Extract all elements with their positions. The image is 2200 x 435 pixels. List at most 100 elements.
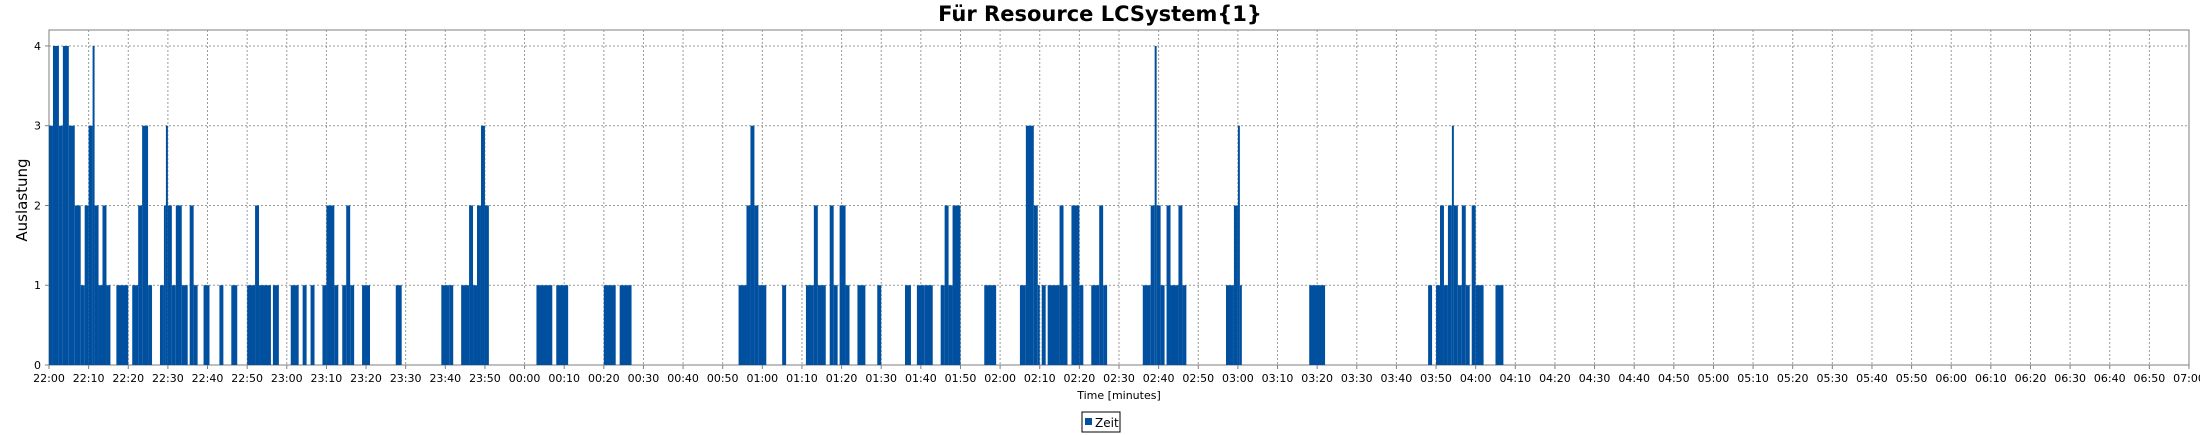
bar — [106, 285, 111, 365]
x-tick-label: 22:30 — [152, 372, 184, 385]
bar — [984, 285, 997, 365]
bar — [603, 285, 616, 365]
bar — [247, 285, 256, 365]
x-tick-label: 02:50 — [1182, 372, 1214, 385]
legend-label: Zeit — [1095, 416, 1119, 430]
bar — [750, 125, 755, 365]
bar — [138, 205, 143, 365]
bar — [346, 205, 351, 365]
bar — [132, 285, 139, 365]
bar — [1103, 285, 1108, 365]
bar — [1471, 205, 1476, 365]
bar — [1239, 285, 1242, 365]
x-tick-label: 03:30 — [1341, 372, 1373, 385]
x-tick-label: 03:40 — [1381, 372, 1413, 385]
bar — [1160, 285, 1165, 365]
bar — [259, 285, 271, 365]
x-tick-label: 01:00 — [746, 372, 778, 385]
bar — [231, 285, 238, 365]
bar — [944, 205, 949, 365]
bar — [782, 285, 787, 365]
bar — [1025, 125, 1034, 365]
x-tick-label: 22:10 — [73, 372, 105, 385]
bar — [1465, 285, 1470, 365]
x-tick-label: 04:10 — [1499, 372, 1531, 385]
x-tick-label: 04:30 — [1579, 372, 1611, 385]
bar — [203, 285, 210, 365]
bar — [92, 45, 95, 365]
x-tick-label: 01:50 — [945, 372, 977, 385]
bar — [148, 285, 153, 365]
legend-swatch — [1085, 418, 1092, 425]
x-tick-label: 23:00 — [271, 372, 303, 385]
bar — [1436, 285, 1440, 365]
bar — [142, 125, 149, 365]
bar — [302, 285, 307, 365]
x-tick-label: 22:00 — [33, 372, 65, 385]
bar — [1041, 285, 1046, 365]
bar — [52, 45, 59, 365]
y-tick-label: 4 — [34, 40, 41, 53]
x-tick-label: 23:10 — [311, 372, 343, 385]
x-tick-label: 05:10 — [1737, 372, 1769, 385]
bar — [102, 205, 107, 365]
bar — [342, 285, 347, 365]
bar — [1233, 205, 1238, 365]
x-tick-label: 06:20 — [2015, 372, 2047, 385]
bar — [1309, 285, 1326, 365]
bars — [49, 45, 1504, 365]
bar — [1033, 205, 1038, 365]
x-tick-label: 01:40 — [905, 372, 937, 385]
bar — [171, 285, 176, 365]
bar — [948, 285, 953, 365]
bar — [1047, 285, 1060, 365]
x-tick-label: 04:50 — [1658, 372, 1690, 385]
bar — [165, 125, 168, 365]
x-tick-label: 23:20 — [350, 372, 382, 385]
bar — [1461, 205, 1466, 365]
bar — [68, 125, 75, 365]
bar — [1154, 45, 1157, 365]
x-tick-label: 05:40 — [1856, 372, 1888, 385]
bar — [817, 285, 826, 365]
bar — [1475, 285, 1484, 365]
bar — [1037, 285, 1040, 365]
bar — [845, 285, 850, 365]
bar — [857, 285, 866, 365]
bar — [1237, 125, 1240, 365]
y-tick-label: 1 — [34, 279, 41, 292]
bar — [350, 285, 355, 365]
x-tick-label: 06:00 — [1935, 372, 1967, 385]
bar — [163, 205, 166, 365]
x-tick-label: 04:20 — [1539, 372, 1571, 385]
x-tick-label: 06:10 — [1975, 372, 2007, 385]
bar — [839, 205, 846, 365]
bar — [556, 285, 569, 365]
x-tick-label: 05:50 — [1896, 372, 1928, 385]
bar — [484, 205, 489, 365]
x-tick-label: 22:50 — [231, 372, 263, 385]
x-tick-label: 06:50 — [2134, 372, 2166, 385]
bar — [1156, 205, 1161, 365]
bar — [619, 285, 632, 365]
x-tick-label: 02:00 — [984, 372, 1016, 385]
bar — [362, 285, 370, 365]
bar — [746, 205, 751, 365]
bar — [84, 205, 89, 365]
bar — [193, 285, 198, 365]
y-tick-label: 2 — [34, 199, 41, 212]
x-tick-label: 06:40 — [2094, 372, 2126, 385]
bar — [395, 285, 402, 365]
bar — [334, 285, 339, 365]
legend: Zeit — [1081, 411, 1121, 433]
bar — [1099, 205, 1104, 365]
bar — [758, 285, 767, 365]
bar — [1447, 205, 1452, 365]
bar — [310, 285, 315, 365]
bar — [1150, 205, 1155, 365]
x-tick-label: 04:40 — [1618, 372, 1650, 385]
x-tick-label: 23:40 — [429, 372, 461, 385]
x-tick-label: 03:20 — [1301, 372, 1333, 385]
x-tick-label: 00:40 — [667, 372, 699, 385]
bar — [1019, 285, 1026, 365]
